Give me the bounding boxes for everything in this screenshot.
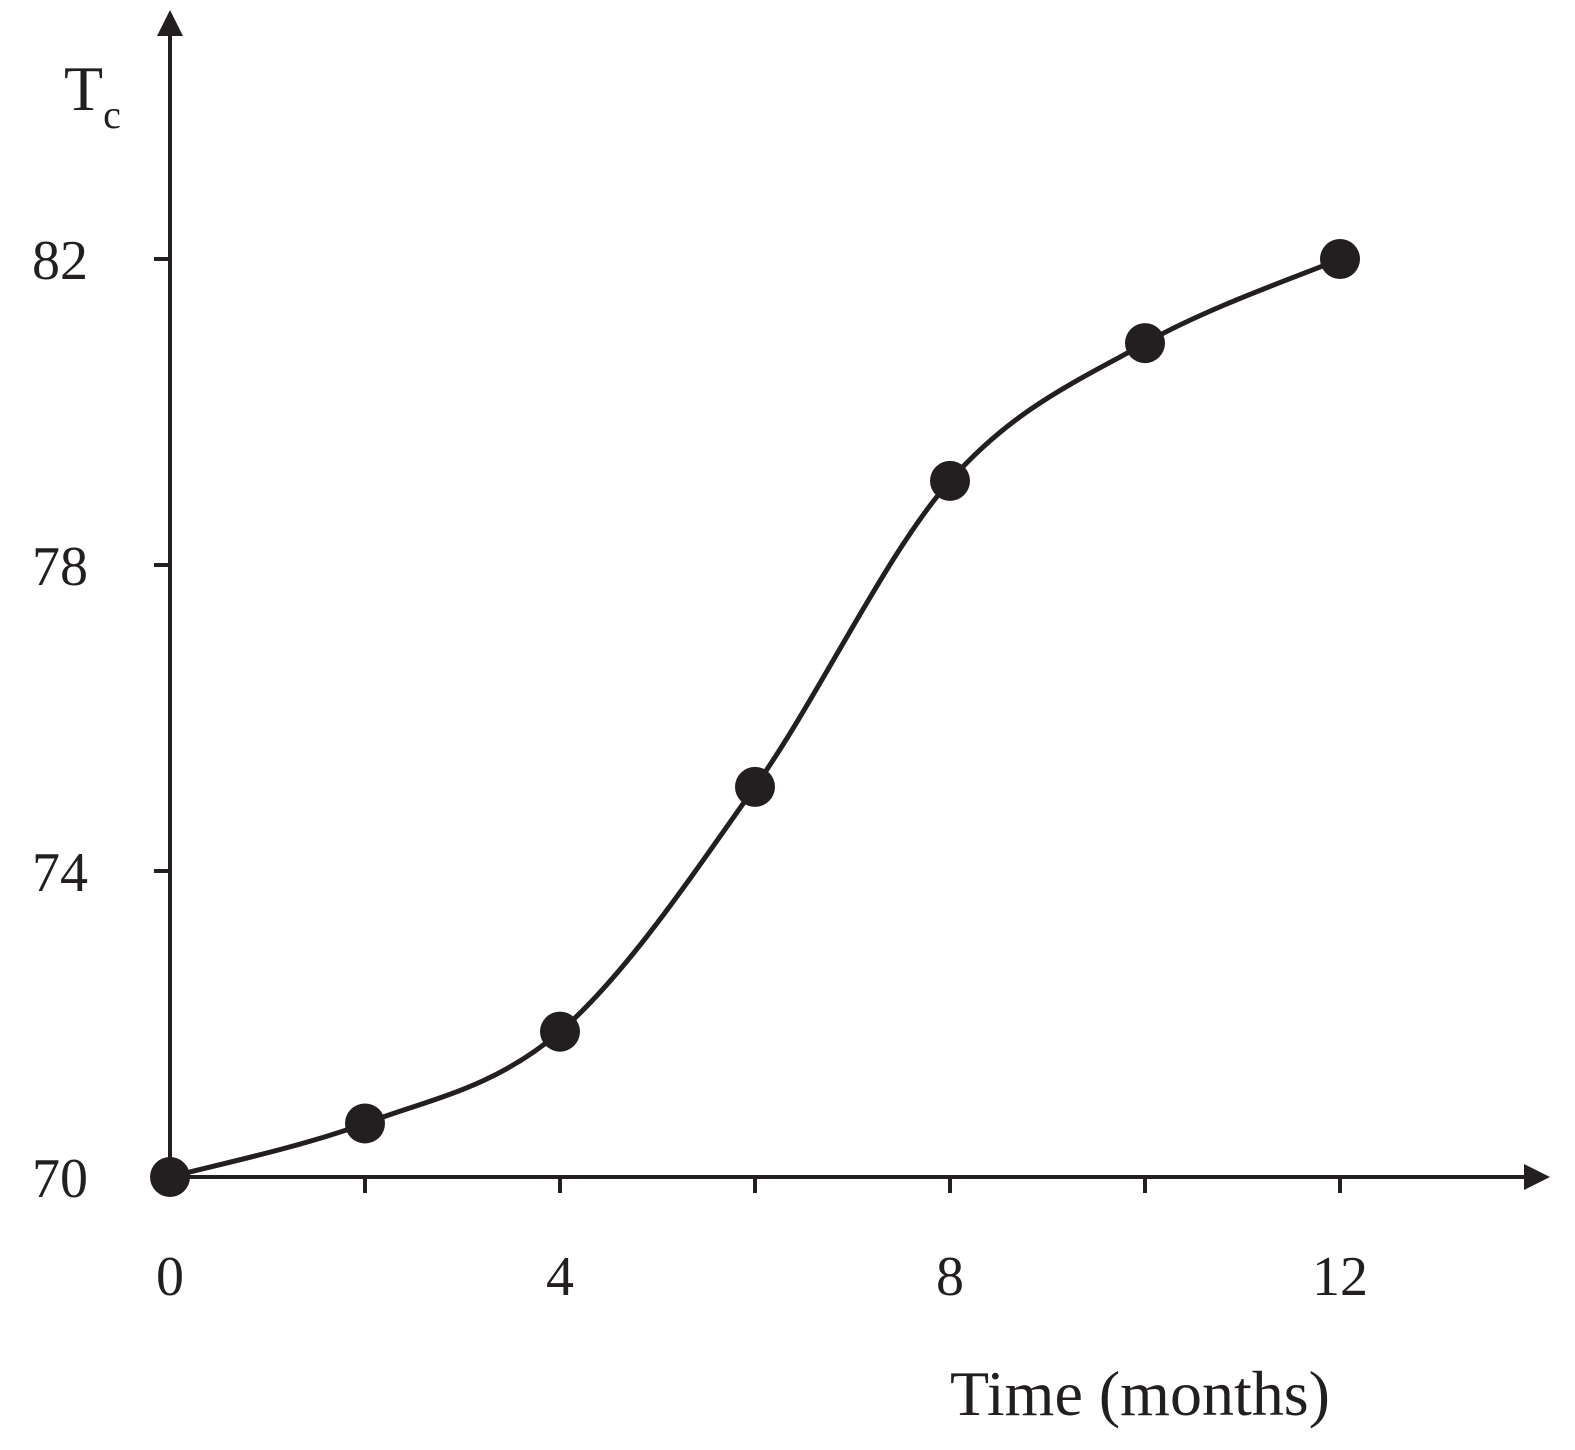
y-ticks: 70 74 78 82: [32, 230, 170, 1210]
y-tick-label: 82: [32, 230, 88, 292]
x-axis-title: Time (months): [950, 1358, 1330, 1429]
y-tick-label: 74: [32, 842, 88, 904]
x-tick-label: 0: [156, 1246, 184, 1308]
data-point: [1320, 239, 1360, 279]
x-ticks: 0 4 8 12: [156, 1177, 1368, 1308]
data-point: [735, 766, 775, 807]
series: [150, 239, 1360, 1197]
data-point: [345, 1103, 385, 1144]
data-points: [150, 239, 1360, 1197]
y-axis-title: Tc: [64, 53, 121, 137]
x-tick-label: 4: [546, 1246, 574, 1308]
data-point: [930, 460, 970, 501]
x-tick-label: 12: [1312, 1246, 1368, 1308]
y-axis-title-subscript: c: [103, 92, 121, 137]
data-point: [1125, 323, 1165, 364]
y-tick-label: 78: [32, 536, 88, 598]
series-line: [169, 256, 1341, 1180]
y-axis-arrow: [157, 10, 183, 36]
y-axis-title-main: T: [64, 53, 103, 124]
axes: [157, 10, 1550, 1190]
data-point: [150, 1157, 190, 1197]
x-tick-label: 8: [936, 1246, 964, 1308]
x-axis-arrow: [1524, 1164, 1550, 1190]
data-point: [540, 1011, 580, 1052]
y-tick-label: 70: [32, 1148, 88, 1210]
